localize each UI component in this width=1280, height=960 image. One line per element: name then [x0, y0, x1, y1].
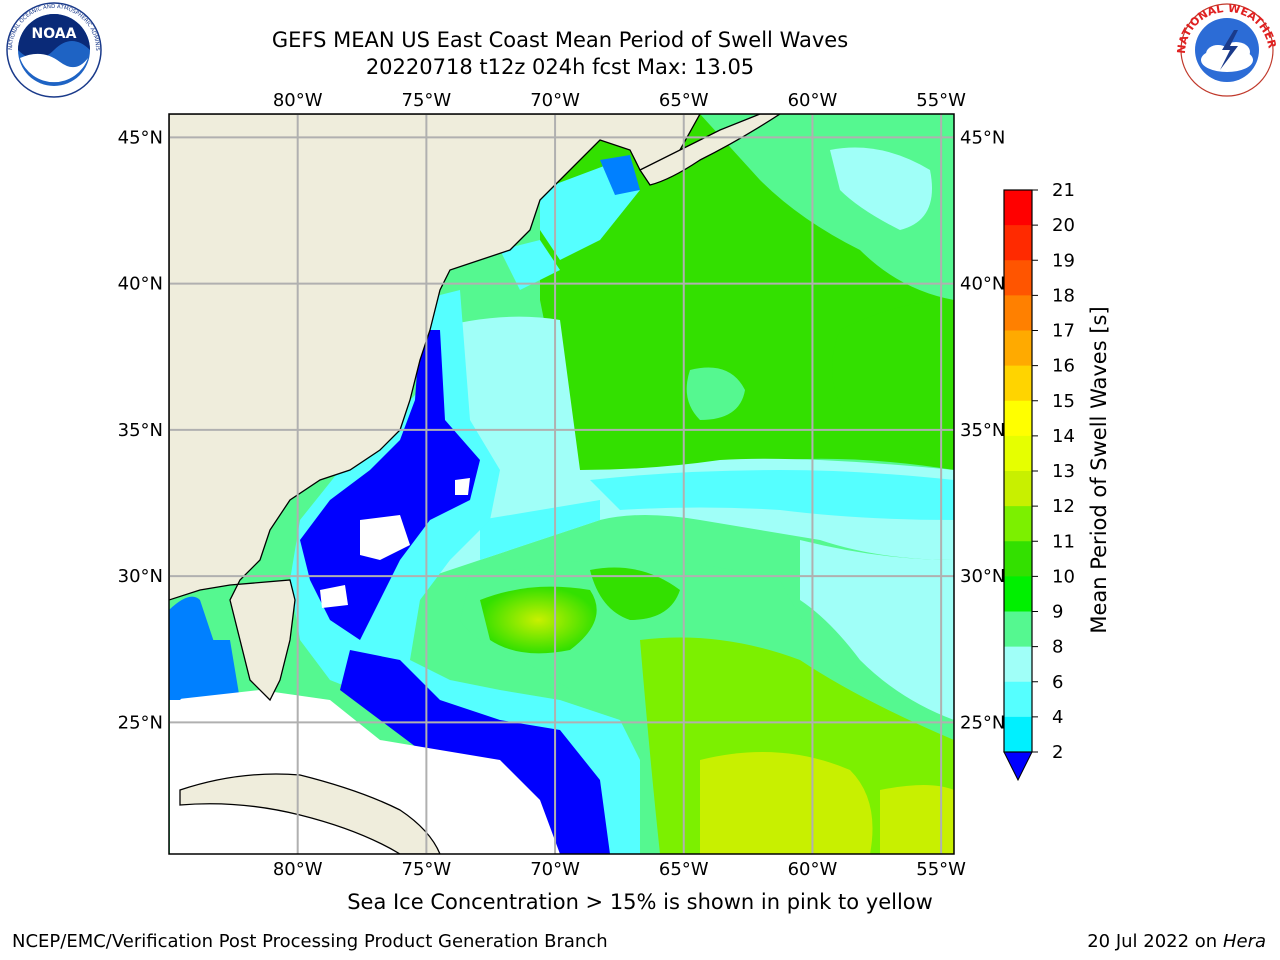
- colorbar-label: Mean Period of Swell Waves [s]: [1087, 306, 1111, 633]
- colorbar-tick-label: 18: [1052, 285, 1075, 306]
- footer-branch: NCEP/EMC/Verification Post Processing Pr…: [12, 931, 608, 952]
- colorbar-segment: [1004, 435, 1032, 472]
- title-line-2: 20220718 t12z 024h fcst Max: 13.05: [365, 55, 755, 79]
- map-gridlines: [169, 114, 954, 854]
- lon-label-bottom: 80°W: [273, 859, 323, 880]
- colorbar-tick-label: 19: [1052, 250, 1075, 271]
- colorbar-segment: [1004, 716, 1032, 753]
- lat-label-right: 45°N: [960, 127, 1005, 148]
- lat-label-left: 35°N: [118, 420, 163, 441]
- lon-label-bottom: 60°W: [788, 859, 838, 880]
- lat-label-left: 40°N: [118, 274, 163, 295]
- colorbar-tick-label: 20: [1052, 215, 1075, 236]
- lat-labels-right: 45°N 40°N 35°N 30°N 25°N: [960, 127, 1005, 733]
- colorbar-segment: [1004, 260, 1032, 296]
- lon-label-bottom: 65°W: [659, 859, 709, 880]
- lat-label-left: 25°N: [118, 712, 163, 733]
- noaa-logo-text: NOAA: [32, 26, 77, 42]
- colorbar-tick-label: 16: [1052, 356, 1075, 377]
- lat-label-left: 30°N: [118, 566, 163, 587]
- title-line-1: GEFS MEAN US East Coast Mean Period of S…: [271, 28, 849, 52]
- colorbar-segment: [1004, 225, 1032, 261]
- colorbar-tick-label: 15: [1052, 391, 1075, 412]
- colorbar-segment: [1004, 295, 1032, 331]
- map-frame: [168, 113, 955, 855]
- colorbar-segment: [1004, 330, 1032, 367]
- noaa-logo: NOAA NATIONAL OCEANIC AND ATMOSPHERIC AD…: [2, 2, 102, 98]
- lon-label-bottom: 75°W: [402, 859, 452, 880]
- colorbar-segment: [1004, 400, 1032, 437]
- lat-label-right: 25°N: [960, 712, 1005, 733]
- colorbar-segment: [1004, 646, 1032, 683]
- lat-label-right: 35°N: [960, 420, 1005, 441]
- colorbar-segment: [1004, 365, 1032, 402]
- colorbar-segment: [1004, 506, 1032, 542]
- lon-label-top: 75°W: [402, 90, 452, 111]
- colorbar-segment: [1004, 611, 1032, 648]
- colorbar-segment: [1004, 541, 1032, 577]
- colorbar-segment: [1004, 471, 1032, 507]
- colorbar-tick-label: 11: [1052, 531, 1075, 552]
- colorbar-tick-label: 17: [1052, 321, 1075, 342]
- lon-label-top: 65°W: [659, 90, 709, 111]
- footer-date: 20 Jul 2022 on Hera: [1087, 931, 1266, 952]
- lat-label-right: 40°N: [960, 274, 1005, 295]
- footer-date-text: 20 Jul 2022 on: [1087, 931, 1223, 952]
- land-nova-scotia: [639, 114, 782, 186]
- colorbar-tick-label: 8: [1052, 637, 1063, 658]
- colorbar-tick-label: 9: [1052, 602, 1063, 623]
- colorbar-segment: [1004, 576, 1032, 612]
- colorbar-tick-label: 4: [1052, 707, 1063, 728]
- map-field: [169, 114, 954, 854]
- colorbar-tick-label: 2: [1052, 742, 1063, 763]
- footer-host: Hera: [1222, 931, 1266, 952]
- land-north-america: [169, 114, 701, 702]
- lon-label-top: 70°W: [530, 90, 580, 111]
- lon-label-top: 60°W: [788, 90, 838, 111]
- lon-labels-top: 80°W 75°W 70°W 65°W 60°W 55°W: [273, 90, 966, 111]
- lon-label-bottom: 70°W: [530, 859, 580, 880]
- lat-label-left: 45°N: [118, 127, 163, 148]
- lat-labels-left: 45°N 40°N 35°N 30°N 25°N: [118, 127, 163, 733]
- colorbar-tick-label: 6: [1052, 672, 1063, 693]
- colorbar-segment: [1004, 190, 1032, 226]
- nws-logo: NATIONAL WEATHER SERVICE: [1176, 2, 1278, 97]
- lon-label-top: 80°W: [273, 90, 323, 111]
- land-cuba: [179, 773, 441, 854]
- colorbar-tick-label: 10: [1052, 566, 1075, 587]
- colorbar-extend-arrow: [1003, 751, 1033, 782]
- lon-label-bottom: 55°W: [916, 859, 966, 880]
- lon-labels-bottom: 80°W 75°W 70°W 65°W 60°W 55°W: [273, 859, 966, 880]
- colorbar-segment: [1004, 681, 1032, 718]
- colorbar-tick-label: 14: [1052, 426, 1075, 447]
- colorbar-tick-label: 21: [1052, 180, 1075, 201]
- lat-label-right: 30°N: [960, 566, 1005, 587]
- colorbar-tick-label: 12: [1052, 496, 1075, 517]
- colorbar: 21 20 19 18 17 16 15 14 13 12 11 10 9 8 6 4 2: [1003, 180, 1075, 782]
- sea-ice-caption: Sea Ice Concentration > 15% is shown in …: [347, 890, 933, 914]
- colorbar-tick-label: 13: [1052, 461, 1075, 482]
- lon-label-top: 55°W: [916, 90, 966, 111]
